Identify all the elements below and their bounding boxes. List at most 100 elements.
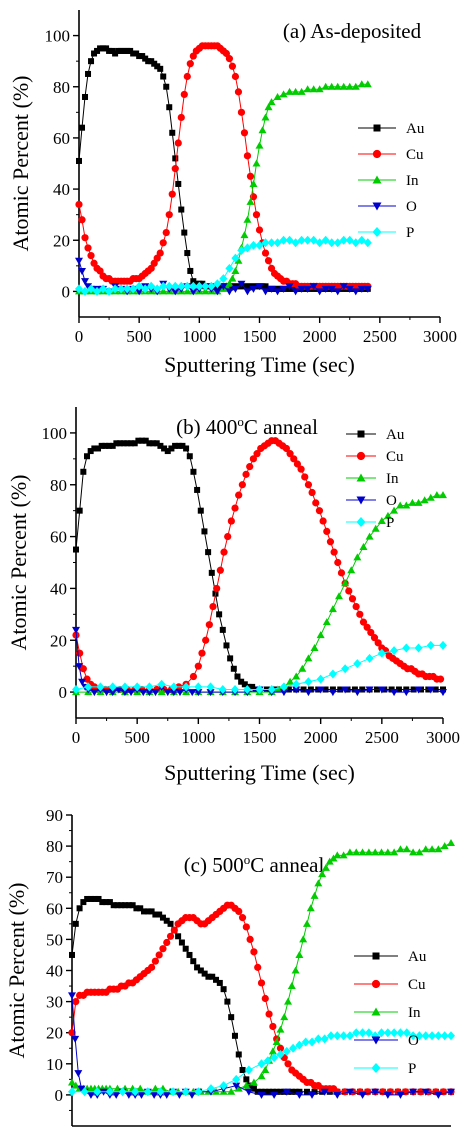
data-point <box>341 686 350 694</box>
data-point <box>156 911 163 918</box>
data-point <box>234 256 243 264</box>
data-point <box>135 288 144 296</box>
data-point <box>169 1087 178 1097</box>
data-point <box>339 82 348 90</box>
legend-marker <box>373 124 381 132</box>
data-point <box>216 566 224 574</box>
data-point <box>110 902 117 909</box>
y-tick-label: 20 <box>46 1024 63 1043</box>
data-point <box>292 686 301 694</box>
data-point <box>128 440 135 447</box>
data-point <box>383 1028 392 1038</box>
data-point <box>377 517 386 525</box>
data-point <box>225 55 234 63</box>
data-point <box>295 1040 304 1050</box>
data-point <box>415 848 424 856</box>
data-point <box>139 53 146 60</box>
data-point <box>227 1087 236 1095</box>
data-point <box>396 1028 405 1038</box>
data-point <box>234 88 243 96</box>
series-line-in <box>71 842 452 1093</box>
data-point <box>139 689 148 697</box>
data-point <box>333 288 342 296</box>
data-point <box>168 445 175 452</box>
data-point <box>182 682 191 692</box>
data-point <box>241 681 248 688</box>
data-point <box>334 558 342 567</box>
data-point <box>188 1091 197 1099</box>
data-point <box>353 659 362 669</box>
data-point <box>189 288 198 296</box>
data-point <box>205 621 213 629</box>
data-point <box>246 463 254 471</box>
data-point <box>137 905 144 912</box>
data-point <box>169 682 178 692</box>
data-point <box>339 235 348 245</box>
data-point <box>371 524 380 532</box>
data-point <box>308 1091 317 1099</box>
series-au <box>76 45 371 292</box>
data-point <box>255 226 264 234</box>
data-point <box>206 689 215 697</box>
data-point <box>88 58 95 65</box>
data-point <box>363 623 371 631</box>
x-tick-label: 3000 <box>426 728 460 747</box>
data-point <box>163 917 170 924</box>
data-point <box>285 235 294 245</box>
data-point <box>197 507 204 514</box>
data-point <box>127 689 136 697</box>
data-point <box>300 686 307 693</box>
data-point <box>94 47 101 54</box>
data-point <box>103 45 110 52</box>
data-point <box>315 85 324 93</box>
data-point <box>124 47 131 54</box>
data-point <box>280 1013 289 1021</box>
data-point <box>341 579 350 587</box>
data-point <box>434 1031 443 1041</box>
data-point <box>73 546 79 553</box>
data-point <box>259 283 266 290</box>
data-point <box>377 848 386 856</box>
x-tick-label: 1500 <box>243 327 277 346</box>
chart-title: (b) 400oC anneal <box>176 414 318 439</box>
legend: Au Cu In OP <box>358 121 425 241</box>
data-point <box>91 445 98 452</box>
y-tick-label: 60 <box>53 129 70 148</box>
data-point <box>131 1087 140 1097</box>
data-point <box>426 493 435 501</box>
data-point <box>100 45 107 52</box>
data-point <box>219 274 228 284</box>
data-point <box>250 948 258 956</box>
data-point <box>303 285 312 293</box>
panel-c: 0 10 20 30 40 50 60 70 80 90 Atomic Percent (%) (c)… <box>4 806 455 1127</box>
data-point <box>194 486 201 493</box>
data-point <box>333 238 342 248</box>
data-point <box>390 646 399 656</box>
data-point <box>321 82 330 90</box>
data-point <box>330 548 338 556</box>
data-point <box>175 689 184 697</box>
data-point <box>157 679 166 689</box>
data-point <box>261 994 269 1003</box>
data-point <box>337 686 344 693</box>
data-point <box>246 197 255 205</box>
data-point <box>358 1028 367 1038</box>
data-point <box>87 895 94 902</box>
legend-label: Au <box>386 427 405 443</box>
data-point <box>297 87 306 95</box>
series-cu <box>75 42 372 290</box>
data-point <box>326 1031 335 1041</box>
data-point <box>447 1088 455 1096</box>
data-point <box>220 986 227 993</box>
data-point <box>308 1037 317 1047</box>
data-point <box>230 665 237 672</box>
data-point <box>213 584 221 593</box>
legend-label: P <box>408 1061 416 1077</box>
data-point <box>357 80 366 88</box>
data-point <box>157 442 164 449</box>
y-tick-label: 20 <box>53 231 70 250</box>
data-point <box>328 605 337 613</box>
data-point <box>365 686 374 694</box>
data-point <box>359 542 368 550</box>
data-point <box>238 481 246 489</box>
